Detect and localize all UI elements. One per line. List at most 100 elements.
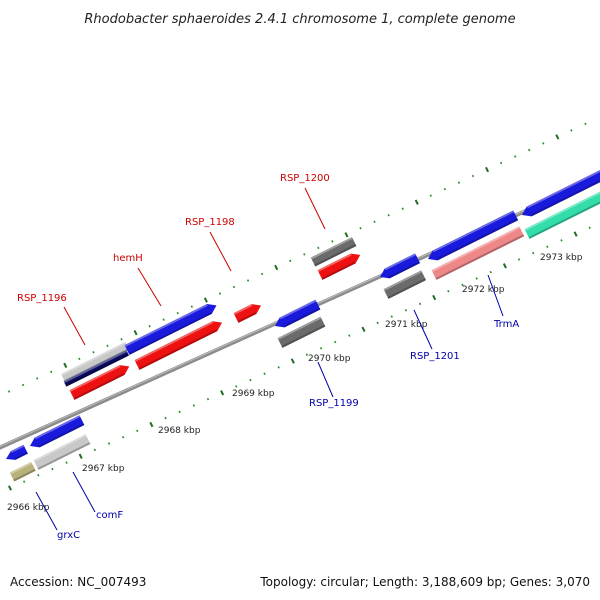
gene-label[interactable]: RSP_1198 [185,217,235,228]
minor-tick-mark [418,302,422,306]
gene-feature-blue [275,299,321,328]
minor-tick-mark [121,435,125,439]
gene-feature-blue [124,304,217,355]
gene-label[interactable]: TrmA [493,319,519,330]
minor-tick-mark [232,285,236,289]
minor-tick-mark [50,370,53,374]
minor-tick-mark [164,416,167,420]
minor-tick-mark [303,253,306,256]
major-tick-mark [78,453,83,459]
minor-tick-mark [570,129,573,132]
minor-tick-mark [443,187,447,191]
minor-tick-mark [387,213,390,217]
minor-tick-mark [319,347,323,350]
minor-tick-mark [106,344,109,348]
minor-tick-mark [546,245,549,249]
major-tick-mark [7,485,13,491]
minor-tick-mark [334,340,337,344]
minor-tick-mark [513,155,517,158]
major-tick-mark [361,326,366,332]
gene-label[interactable]: RSP_1196 [17,293,67,304]
gene-feature-light [33,434,91,470]
gene-feature-olive [9,461,36,482]
gene-label[interactable]: RSP_1200 [280,173,330,184]
minor-tick-mark [36,377,39,380]
axis-tick-label: 2973 kbp [540,253,583,263]
rna-feature-green [524,188,600,239]
gene-feature-blue [30,415,85,448]
major-tick-mark [133,330,138,336]
minor-tick-mark [51,467,54,471]
major-tick-mark [63,362,68,369]
gene-feature-blue [522,167,600,217]
minor-tick-mark [517,258,521,261]
minor-tick-mark [447,289,450,293]
minor-tick-mark [305,353,309,356]
axis-tick-label: 2970 kbp [308,354,351,364]
gene-feature-dark [383,270,427,299]
minor-tick-mark [93,448,97,452]
gene-label-leader [487,274,504,317]
gene-feature-red [317,253,361,280]
minor-tick-mark [249,378,252,382]
minor-tick-mark [65,461,68,464]
axis-tick-label: 2968 kbp [158,426,201,436]
minor-tick-mark [542,142,545,145]
gene-label[interactable]: hemH [113,253,143,264]
minor-tick-mark [92,351,95,354]
minor-tick-mark [107,442,111,445]
minor-tick-mark [162,318,165,321]
gene-feature-red [233,304,262,323]
minor-tick-mark [190,305,193,308]
gene-feature-red [69,365,130,400]
axis-tick-label: 2966 kbp [7,503,50,513]
gene-label-leader [137,267,162,307]
gene-feature-navy [63,350,129,387]
minor-tick-mark [148,324,151,328]
major-tick-mark [485,166,490,173]
accession-text: Accession: NC_007493 [10,575,146,589]
major-tick-mark [502,263,507,269]
gene-label-leader [413,309,433,350]
minor-tick-mark [289,259,292,263]
minor-tick-mark [404,308,408,312]
axis-tick-label: 2967 kbp [82,464,125,474]
major-tick-mark [274,264,279,271]
minor-tick-mark [359,227,362,230]
minor-tick-mark [37,474,40,477]
minor-tick-mark [120,337,123,341]
gene-feature-blue [380,253,421,279]
rna-feature-pink [431,226,525,280]
gene-feature-blue [6,444,28,460]
major-tick-mark [432,294,437,301]
gene-label-leader [304,187,326,230]
gene-labels-layer: RSP_1196 hemH RSP_1198 RSP_1200 grxC comF RSP_… [17,173,519,541]
minor-tick-mark [206,397,210,401]
gene-label[interactable]: RSP_1199 [309,398,359,409]
minor-tick-mark [317,246,320,250]
major-tick-mark [220,390,225,396]
minor-tick-mark [390,315,393,318]
minor-tick-mark [532,251,535,255]
gene-feature-red [134,321,223,370]
gene-label[interactable]: RSP_1201 [410,351,460,362]
axis-tick-label: 2971 kbp [385,320,428,330]
minor-tick-mark [260,272,264,276]
minor-tick-mark [429,194,432,197]
gene-feature-blue [428,210,519,261]
major-tick-mark [203,297,208,303]
gene-feature-dark [277,316,326,348]
minor-tick-mark [376,321,379,325]
gene-label-leader [72,471,96,513]
minor-tick-mark [22,480,26,483]
minor-tick-mark [499,161,503,165]
axis-tick-label: 2969 kbp [232,389,275,399]
major-tick-mark [149,421,154,428]
minor-tick-mark [475,277,478,280]
gene-label[interactable]: grxC [57,530,80,541]
gene-label[interactable]: comF [96,510,123,521]
gene-label-leader [209,231,232,272]
minor-tick-mark [78,357,81,361]
